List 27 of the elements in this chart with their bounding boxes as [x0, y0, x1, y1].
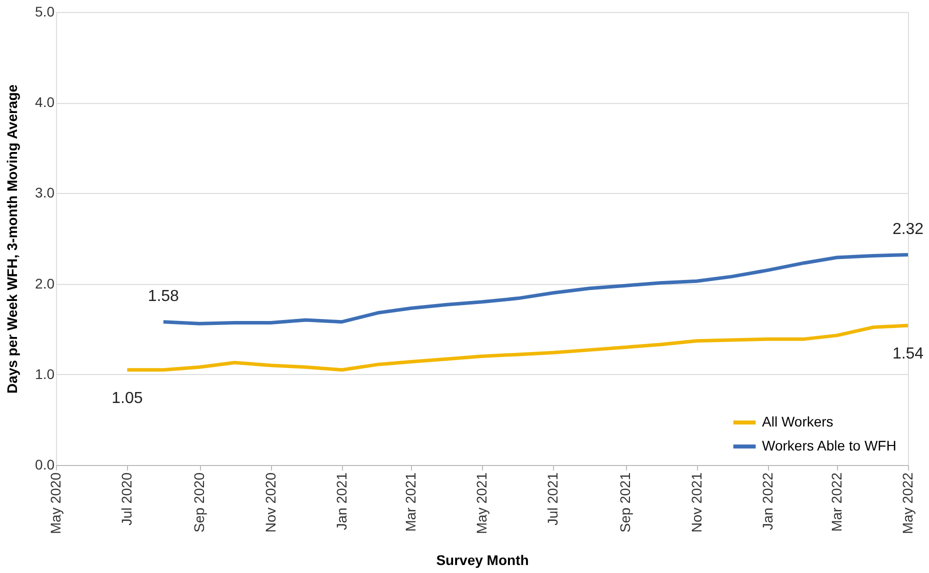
legend-label: All Workers — [762, 414, 834, 430]
y-tick-label: 5.0 — [35, 4, 55, 20]
x-tick-label: May 2020 — [48, 472, 64, 534]
y-tick-label: 0.0 — [35, 456, 55, 472]
y-tick-label: 1.0 — [35, 366, 55, 382]
legend-label: Workers Able to WFH — [762, 438, 896, 454]
x-tick-label: Nov 2020 — [262, 472, 278, 532]
x-axis-title: Survey Month — [436, 552, 529, 568]
x-tick-label: Mar 2021 — [402, 472, 418, 532]
y-tick-label: 3.0 — [35, 184, 55, 201]
x-tick-label: Sep 2021 — [617, 472, 634, 532]
data-label: 2.32 — [892, 220, 924, 238]
data-label: 1.05 — [112, 390, 143, 407]
x-tick-label: Sep 2020 — [191, 472, 208, 532]
x-tick-label: May 2022 — [900, 472, 916, 534]
y-tick-label: 4.0 — [35, 94, 55, 110]
data-label: 1.58 — [148, 288, 180, 305]
x-tick-label: Mar 2022 — [828, 472, 844, 532]
y-tick-label: 2.0 — [35, 275, 55, 292]
x-tick-label: Jan 2021 — [333, 472, 350, 530]
y-axis-title: Days per Week WFH, 3-month Moving Average — [4, 84, 20, 394]
x-tick-label: Nov 2021 — [688, 472, 704, 532]
x-tick-label: Jul 2020 — [118, 472, 135, 526]
x-tick-label: Jul 2021 — [544, 472, 561, 526]
data-label: 1.54 — [892, 345, 924, 362]
x-tick-label: May 2021 — [474, 472, 490, 534]
x-tick-label: Jan 2022 — [759, 472, 776, 530]
